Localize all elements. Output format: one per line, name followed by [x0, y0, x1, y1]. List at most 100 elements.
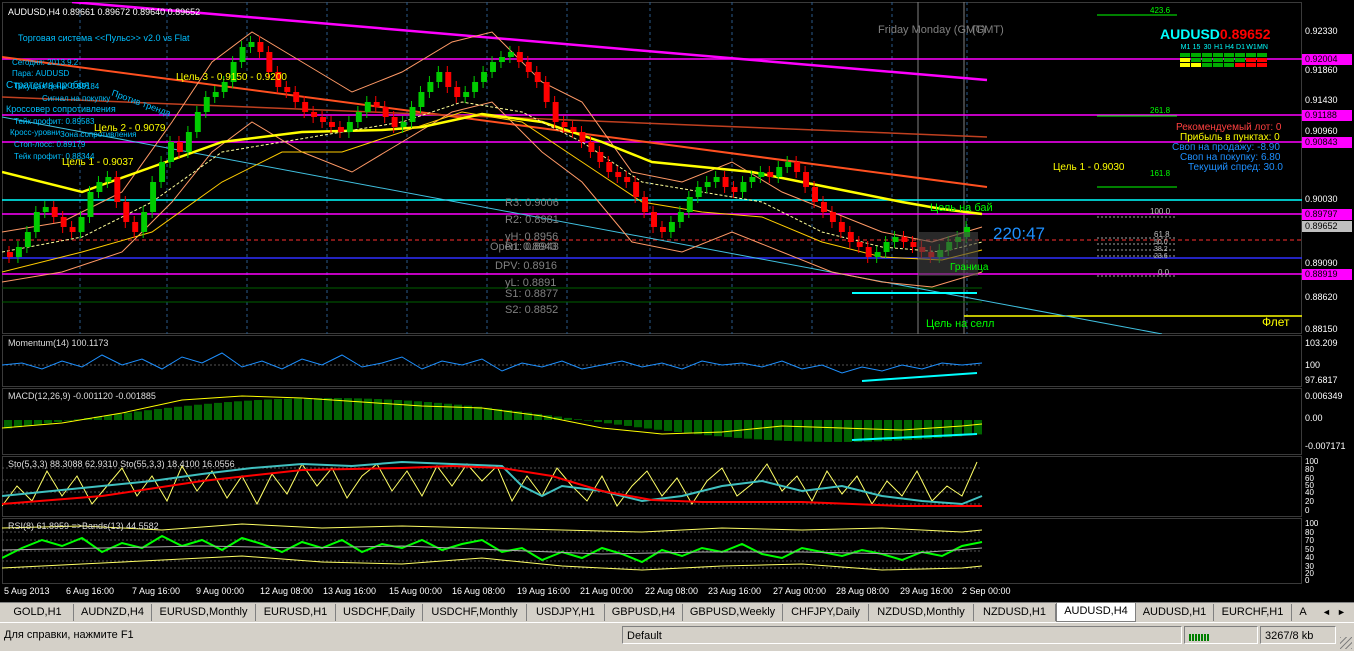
candle-body: [776, 167, 783, 177]
chart-window[interactable]: AUDUSD,H4 0.89661 0.89672 0.89640 0.8965…: [0, 0, 1354, 602]
macd-panel[interactable]: [2, 388, 1302, 455]
macd-histogram-bar: [414, 401, 422, 420]
candle-body: [194, 112, 201, 132]
candle-body: [767, 172, 774, 177]
macd-histogram-bar: [4, 420, 12, 429]
overlap-text-1: Стратегия пробоя: [6, 80, 90, 91]
macd-histogram-bar: [844, 420, 852, 442]
flat-label: Флет: [1262, 315, 1290, 329]
macd-axis: -0.007171: [1305, 441, 1346, 451]
macd-axis: 0.006349: [1305, 391, 1343, 401]
time-axis-label: 5 Aug 2013: [4, 586, 50, 596]
candle-body: [114, 177, 121, 202]
fib-161: 161.8: [1150, 169, 1171, 178]
macd-histogram-bar: [484, 407, 492, 420]
macd-histogram-bar: [944, 420, 952, 438]
candle-body: [704, 182, 711, 187]
candle-body: [382, 107, 389, 117]
momentum-panel[interactable]: [2, 335, 1302, 387]
status-help-text: Для справки, нажмите F1: [4, 629, 134, 641]
resize-grip-icon[interactable]: [1340, 637, 1352, 649]
macd-histogram-bar: [134, 411, 142, 420]
macd-histogram-bar: [954, 420, 962, 437]
candle-body: [230, 62, 237, 82]
price-panel[interactable]: [2, 2, 1302, 334]
candle-body: [686, 197, 693, 212]
tab-nzdusd-h1[interactable]: NZDUSD,H1: [974, 604, 1056, 621]
tab-chfjpy-daily[interactable]: CHFJPY,Daily: [783, 604, 869, 621]
tab-nzdusd-monthly[interactable]: NZDUSD,Monthly: [869, 604, 974, 621]
candle-body: [668, 222, 675, 232]
candle-body: [346, 122, 353, 132]
candle-body: [42, 207, 49, 212]
tab-audnzd-h4[interactable]: AUDNZD,H4: [74, 604, 152, 621]
tab-usdchf-monthly[interactable]: USDCHF,Monthly: [423, 604, 527, 621]
tab-scroll-left-button[interactable]: ◄: [1322, 607, 1331, 617]
rsi-axis: 100: [1305, 519, 1319, 528]
tab-gbpusd-weekly[interactable]: GBPUSD,Weekly: [683, 604, 783, 621]
tab-eurusd-h1[interactable]: EURUSD,H1: [256, 604, 336, 621]
candle-body: [150, 182, 157, 212]
macd-histogram-bar: [824, 420, 832, 442]
macd-histogram-bar: [124, 412, 132, 420]
macd-histogram-bar: [794, 420, 802, 442]
tf-h4: H4: [1225, 44, 1234, 51]
candle-body: [642, 197, 649, 212]
tab-eurchf-h1[interactable]: EURCHF,H1: [1214, 604, 1292, 621]
fib-23: 23.6: [1154, 253, 1168, 260]
price-axis-label: 0.88620: [1305, 292, 1338, 302]
time-axis-label: 16 Aug 08:00: [452, 586, 506, 596]
overlap-text-2: Сигнал на покупку: [42, 94, 111, 103]
tab-audusd-h4[interactable]: AUDUSD,H4: [1056, 603, 1136, 622]
stoch-axis: 0: [1305, 506, 1310, 515]
macd-histogram-bar: [964, 420, 972, 436]
candle-body: [168, 142, 174, 162]
macd-histogram-bar: [234, 401, 242, 420]
tab-eurusd-monthly[interactable]: EURUSD,Monthly: [152, 604, 256, 621]
symbol-name: AUDUSD: [1160, 26, 1220, 42]
stochastic-panel[interactable]: [2, 456, 1302, 517]
candle-body: [141, 212, 148, 232]
candle-body: [516, 52, 523, 62]
macd-histogram-bar: [44, 420, 52, 424]
macd-histogram-bar: [714, 420, 722, 437]
macd-histogram-bar: [554, 416, 562, 420]
time-axis-label: 6 Aug 16:00: [66, 586, 115, 596]
time-axis-label: 19 Aug 16:00: [517, 586, 571, 596]
macd-histogram-bar: [104, 415, 112, 420]
macd-histogram-bar: [294, 398, 302, 420]
stoch-axis: 100: [1305, 457, 1319, 466]
target-label-1: Цель 1 - 0.9037: [62, 157, 134, 168]
rsi-axis: 40: [1305, 553, 1314, 562]
tab-partial[interactable]: A: [1299, 606, 1307, 618]
tab-gold-h1[interactable]: GOLD,H1: [2, 604, 74, 621]
candle-body: [159, 162, 166, 182]
candle-body: [78, 217, 85, 232]
macd-histogram-bar: [674, 420, 682, 433]
price-chart-svg[interactable]: [2, 2, 1302, 334]
tab-audusd-h1[interactable]: AUDUSD,H1: [1136, 604, 1214, 621]
rsi-axis: 70: [1305, 536, 1314, 545]
stoch-axis: 60: [1305, 474, 1314, 483]
tab-usdchf-daily[interactable]: USDCHF,Daily: [336, 604, 423, 621]
macd-histogram-bar: [214, 402, 222, 420]
tab-scroll-right-button[interactable]: ►: [1337, 607, 1346, 617]
candle-body: [132, 222, 139, 232]
current-price-tag: 0.89652: [1302, 221, 1352, 232]
candle-body: [311, 112, 318, 117]
tab-gbpusd-h4[interactable]: GBPUSD,H4: [605, 604, 683, 621]
macd-histogram-bar: [284, 398, 292, 420]
pivot-r3: R3: 0.9006: [505, 197, 559, 209]
time-axis-label: 13 Aug 16:00: [323, 586, 377, 596]
stochastic-title: Sto(5,3,3) 88.3088 62.9310 Sto(55,3,3) 1…: [8, 459, 235, 469]
macd-histogram-bar: [734, 420, 742, 438]
status-profile: Default: [622, 626, 1182, 644]
tab-usdjpy-h1[interactable]: USDJPY,H1: [527, 604, 605, 621]
candle-body: [552, 102, 559, 122]
candle-body: [7, 252, 13, 257]
fib-38: 38.2: [1154, 246, 1168, 253]
candle-body: [409, 107, 416, 122]
macd-histogram-bar: [514, 411, 522, 420]
momentum-axis: 103.209: [1305, 338, 1338, 348]
candle-body: [284, 87, 291, 92]
